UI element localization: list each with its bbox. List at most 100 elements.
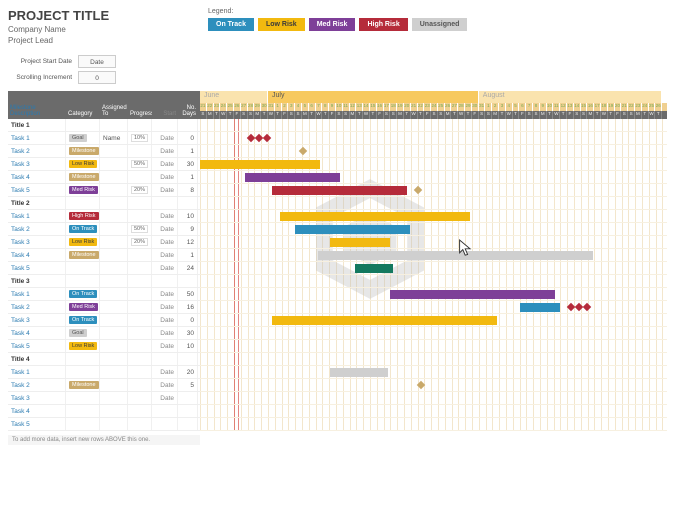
gantt-bar[interactable] — [318, 251, 593, 260]
task-row[interactable]: Task 1High RiskDate10 — [8, 210, 200, 223]
cell-days — [178, 275, 198, 287]
gantt-bar[interactable] — [330, 238, 390, 247]
category-chip: On Track — [69, 290, 97, 298]
gantt-bar[interactable] — [245, 173, 340, 182]
cell-category: Milestone — [66, 171, 100, 183]
title-row[interactable]: Title 3 — [8, 275, 200, 288]
scroll-input[interactable]: 0 — [78, 71, 116, 84]
task-row[interactable]: Task 5Date24 — [8, 262, 200, 275]
cell-days — [178, 392, 198, 404]
task-row[interactable]: Task 5 — [8, 418, 200, 431]
gantt-bar[interactable] — [520, 303, 560, 312]
cell-assigned: Name — [100, 132, 128, 144]
day-number: 2 — [492, 103, 499, 111]
task-row[interactable]: Task 1GoalName10%Date0 — [8, 132, 200, 145]
cell-progress — [128, 275, 152, 287]
title-row[interactable]: Title 1 — [8, 119, 200, 132]
day-number: 13 — [567, 103, 574, 111]
task-row[interactable]: Task 3Low Risk20%Date12 — [8, 236, 200, 249]
cell-start: Date — [152, 392, 178, 404]
weekday-label: M — [207, 111, 214, 119]
weekday-label: S — [431, 111, 438, 119]
task-row[interactable]: Task 4MilestoneDate1 — [8, 171, 200, 184]
start-date-input[interactable]: Date — [78, 55, 116, 68]
task-row[interactable]: Task 1Date20 — [8, 366, 200, 379]
day-number: 10 — [547, 103, 554, 111]
weekday-label: T — [451, 111, 458, 119]
gantt-bar[interactable] — [330, 368, 388, 377]
weekday-label: F — [424, 111, 431, 119]
weekday-label: T — [465, 111, 472, 119]
task-row[interactable]: Task 4MilestoneDate1 — [8, 249, 200, 262]
task-row[interactable]: Task 2MilestoneDate1 — [8, 145, 200, 158]
title-row[interactable]: Title 4 — [8, 353, 200, 366]
day-number: 24 — [431, 103, 438, 111]
gantt-bar[interactable] — [200, 160, 320, 169]
cell-start — [152, 353, 178, 365]
weekday-label: S — [533, 111, 540, 119]
task-row[interactable]: Task 4 — [8, 405, 200, 418]
day-number: 27 — [451, 103, 458, 111]
weekday-label: W — [649, 111, 656, 119]
task-row[interactable]: Task 3On TrackDate0 — [8, 314, 200, 327]
weekday-label: T — [513, 111, 520, 119]
milestone-diamond[interactable] — [414, 186, 422, 194]
cell-progress — [128, 288, 152, 300]
milestone-diamond[interactable] — [583, 303, 591, 311]
task-row[interactable]: Task 1On TrackDate50 — [8, 288, 200, 301]
milestone-diamond[interactable] — [263, 134, 271, 142]
task-row[interactable]: Task 3Date — [8, 392, 200, 405]
legend-items: On Track Low Risk Med RiskHigh Risk Unassig… — [208, 18, 667, 31]
legend-chip[interactable]: On Track — [208, 18, 254, 31]
gantt-row — [200, 366, 667, 379]
company-name: Company Name — [8, 25, 200, 34]
cell-progress — [128, 366, 152, 378]
cell-progress: 20% — [128, 184, 152, 196]
gantt-row — [200, 132, 667, 145]
col-assigned: Assigned To — [100, 103, 128, 119]
gantt-bar[interactable] — [280, 212, 470, 221]
legend-chip[interactable]: Unassigned — [412, 18, 468, 31]
cell-days — [178, 197, 198, 209]
month-label: June — [200, 91, 268, 103]
task-row[interactable]: Task 4GoalDate30 — [8, 327, 200, 340]
day-number: 11 — [553, 103, 560, 111]
month-label: August — [479, 91, 663, 103]
legend-chip[interactable]: Med Risk — [309, 18, 356, 31]
weekday-label: S — [479, 111, 486, 119]
task-row[interactable]: Task 2MilestoneDate5 — [8, 379, 200, 392]
cell-progress — [128, 418, 152, 430]
title-row[interactable]: Title 2 — [8, 197, 200, 210]
legend-chip[interactable]: Low Risk — [258, 18, 305, 31]
gantt-bar[interactable] — [272, 186, 407, 195]
cell-days: 20 — [178, 366, 198, 378]
task-row[interactable]: Task 5Med Risk20%Date8 — [8, 184, 200, 197]
day-number: 22 — [628, 103, 635, 111]
weekday-label: M — [302, 111, 309, 119]
milestone-diamond[interactable] — [299, 147, 307, 155]
gantt-bar[interactable] — [390, 290, 555, 299]
gantt-bar[interactable] — [295, 225, 410, 234]
day-number: 22 — [207, 103, 214, 111]
cell-description: Task 4 — [8, 405, 66, 417]
gantt-row — [200, 327, 667, 340]
cell-category — [66, 418, 100, 430]
task-row[interactable]: Task 3Low Risk50%Date30 — [8, 158, 200, 171]
cell-days: 16 — [178, 301, 198, 313]
day-number: 27 — [241, 103, 248, 111]
task-row[interactable]: Task 2Med RiskDate16 — [8, 301, 200, 314]
gantt-bar[interactable] — [355, 264, 393, 273]
weekday-label: T — [309, 111, 316, 119]
day-number: 24 — [220, 103, 227, 111]
milestone-diamond[interactable] — [417, 381, 425, 389]
day-number: 17 — [594, 103, 601, 111]
cell-assigned — [100, 340, 128, 352]
cell-start — [152, 197, 178, 209]
cell-assigned — [100, 418, 128, 430]
cell-category — [66, 366, 100, 378]
task-row[interactable]: Task 2On Track50%Date9 — [8, 223, 200, 236]
gantt-bar[interactable] — [272, 316, 497, 325]
legend-chip[interactable]: High Risk — [359, 18, 407, 31]
cell-days: 8 — [178, 184, 198, 196]
task-row[interactable]: Task 5Low RiskDate10 — [8, 340, 200, 353]
